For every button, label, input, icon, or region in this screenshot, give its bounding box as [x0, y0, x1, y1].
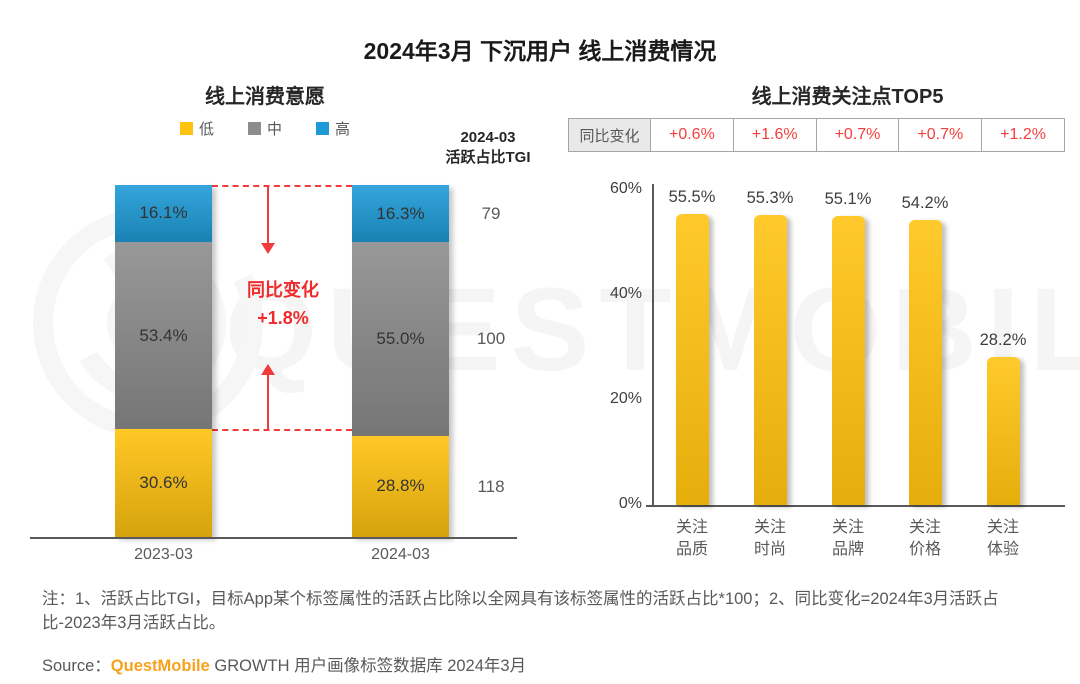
segment-中-2024-03: 55.0%	[352, 242, 449, 437]
stacked-bar-2024-03: 16.3% 55.0% 28.8%	[352, 185, 449, 538]
yoy-arrow-down-line	[267, 187, 269, 243]
bar-value-label: 28.2%	[979, 330, 1027, 349]
segment-低-2023-03: 30.6%	[115, 429, 212, 538]
y-tick-60%: 60%	[609, 180, 642, 197]
x-axis-label-2024-03: 2024-03	[371, 546, 430, 563]
segment-value-label: 55.0%	[376, 329, 425, 349]
x-axis-label-关注时尚: 关注 时尚	[753, 519, 786, 558]
segment-低-2024-03: 28.8%	[352, 435, 449, 538]
bar-value-label: 55.1%	[824, 189, 872, 208]
footnote: 注：1、活跃占比TGI，目标App某个标签属性的活跃占比除以全网具有该标签属性的…	[42, 590, 999, 632]
yoy-arrow-up-line	[267, 375, 269, 429]
tgi-value: 118	[477, 476, 505, 496]
legend-label-low: 低	[198, 121, 214, 138]
tgi-header-line1: 2024-03	[460, 129, 516, 146]
page-title: 2024年3月 下沉用户 线上消费情况	[363, 38, 717, 64]
source-suffix: GROWTH 用户画像标签数据库 2024年3月	[209, 657, 527, 675]
legend-swatch-mid-icon	[247, 122, 261, 135]
legend: 低 中 高	[30, 118, 500, 139]
yoy-table-header: 同比变化	[568, 118, 651, 152]
y-tick-40%: 40%	[609, 285, 642, 302]
right-chart-title: 线上消费关注点TOP5	[751, 86, 944, 108]
legend-label-mid: 中	[266, 121, 282, 138]
segment-value-label: 53.4%	[139, 325, 188, 345]
legend-item-high: 高	[316, 118, 350, 139]
tgi-value: 100	[476, 329, 506, 349]
legend-swatch-high-icon	[316, 122, 329, 135]
segment-高-2024-03: 16.3%	[352, 185, 449, 243]
x-axis-label-关注价格: 关注 价格	[908, 519, 941, 558]
bar-value-label: 55.3%	[746, 188, 794, 207]
segment-value-label: 30.6%	[139, 473, 188, 493]
segment-高-2023-03: 16.1%	[115, 185, 212, 242]
bar-关注品质	[675, 213, 709, 506]
left-chart-title: 线上消费意愿	[205, 86, 325, 108]
bar-value-label: 55.5%	[668, 187, 716, 206]
legend-label-high: 高	[335, 121, 351, 138]
yoy-dashed-line-bottom	[212, 429, 352, 432]
x-axis-label-关注品牌: 关注 品牌	[831, 519, 864, 558]
segment-value-label: 16.1%	[139, 203, 188, 223]
arrow-down-icon	[261, 243, 275, 254]
tgi-value: 79	[481, 203, 501, 223]
x-axis-label-2023-03: 2023-03	[134, 546, 193, 563]
stacked-chart-panel: 线上消费意愿 低 中 高 2024-03 活跃占比TGI	[30, 80, 531, 580]
y-tick-0%: 0%	[618, 495, 642, 512]
x-axis-label-关注体验: 关注 体验	[986, 519, 1019, 558]
bar-关注体验	[986, 356, 1020, 506]
yoy-cell-4: +0.7%	[899, 118, 983, 152]
bar-关注品牌	[831, 215, 865, 506]
arrow-up-icon	[261, 364, 275, 375]
source-line: Source：QuestMobile GROWTH 用户画像标签数据库 2024…	[42, 652, 526, 676]
source-brand: QuestMobile	[110, 657, 210, 675]
bar-关注价格	[908, 220, 942, 505]
yoy-cell-5: +1.2%	[982, 118, 1065, 152]
bar-关注时尚	[753, 214, 787, 506]
yoy-annotation-value: +1.8%	[257, 307, 309, 328]
stacked-bar-plot: 同比变化 +1.8% 16.1% 53.4% 30.6% 16.3% 55.0% 28.8…	[30, 185, 520, 538]
tgi-header-line2: 活跃占比TGI	[445, 149, 531, 167]
yoy-dashed-line-top	[212, 185, 352, 187]
stacked-bar-2023-03: 16.1% 53.4% 30.6%	[115, 185, 212, 538]
y-tick-20%: 20%	[609, 390, 642, 407]
bar-plot: 60% 40% 20% 0% 55.5% 关注 品质 55.3% 关注 时尚 55.1% 关注 品…	[568, 80, 1065, 580]
yoy-cell-1: +0.6%	[651, 118, 734, 152]
yoy-annotation: 同比变化 +1.8%	[212, 277, 354, 333]
tgi-column-header: 2024-03 活跃占比TGI	[428, 128, 548, 169]
yoy-cell-2: +1.6%	[733, 118, 817, 152]
segment-中-2023-03: 53.4%	[115, 241, 212, 430]
bar-chart-panel: 线上消费关注点TOP5 同比变化 +0.6% +1.6% +0.7% +0.7%…	[568, 80, 1068, 580]
legend-item-low: 低	[179, 118, 214, 139]
bar-value-label: 54.2%	[901, 194, 949, 213]
yoy-cell-3: +0.7%	[816, 118, 900, 152]
segment-value-label: 28.8%	[376, 476, 425, 496]
source-prefix: Source：	[42, 657, 111, 675]
yoy-annotation-label: 同比变化	[247, 280, 319, 300]
segment-value-label: 16.3%	[376, 203, 425, 223]
left-x-axis	[30, 537, 517, 539]
right-y-axis	[652, 184, 654, 505]
x-axis-label-关注品质: 关注 品质	[675, 519, 708, 558]
legend-swatch-low-icon	[179, 122, 193, 135]
right-x-axis	[646, 505, 1065, 507]
yoy-table: 同比变化 +0.6% +1.6% +0.7% +0.7% +1.2%	[568, 118, 1065, 152]
legend-item-mid: 中	[247, 118, 282, 139]
